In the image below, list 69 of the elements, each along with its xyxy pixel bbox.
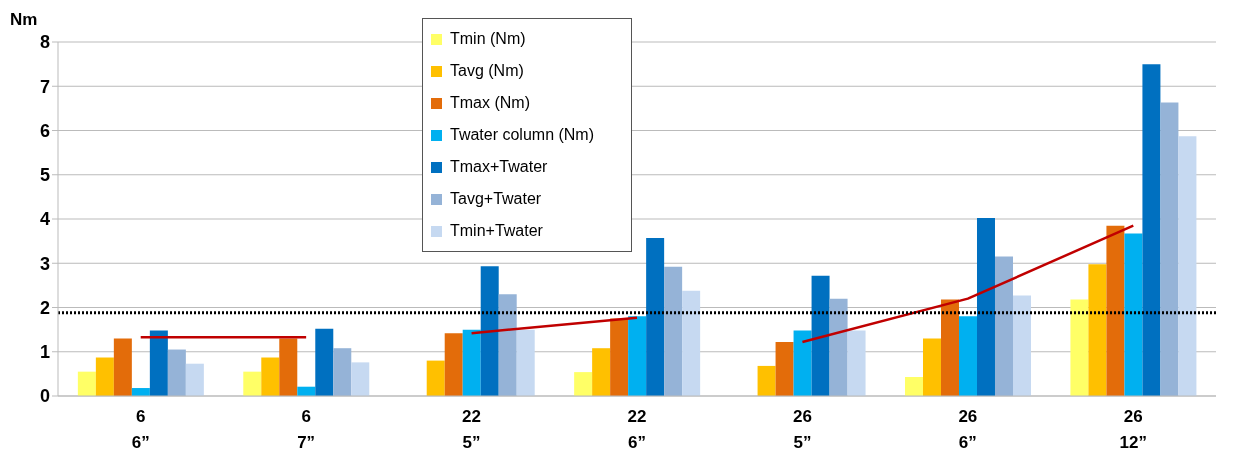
bar <box>976 218 995 396</box>
bar <box>1106 225 1125 396</box>
bar <box>793 330 812 396</box>
bar <box>958 316 977 396</box>
x-tick-label: 26 12” <box>1119 407 1147 452</box>
bar <box>279 338 298 396</box>
bar <box>167 349 186 396</box>
bar <box>1070 299 1089 396</box>
y-tick-label: 3 <box>39 253 50 274</box>
y-tick-label: 5 <box>39 165 50 186</box>
x-tick-label: 22 6” <box>627 407 647 452</box>
y-tick-label: 4 <box>39 209 50 230</box>
bar <box>77 371 96 396</box>
bar <box>243 371 262 396</box>
legend-label: Twater column (Nm) <box>450 126 595 144</box>
bar <box>351 362 370 396</box>
legend-label: Tmax+Twater <box>450 158 548 176</box>
bar <box>462 329 481 396</box>
bar <box>811 275 830 396</box>
x-tick-label: 26 6” <box>958 407 978 452</box>
y-tick-label: 2 <box>39 297 50 318</box>
bar <box>940 299 959 396</box>
bar <box>1142 64 1161 396</box>
bar <box>480 266 499 396</box>
bar <box>757 365 776 396</box>
y-tick-label: 8 <box>39 32 50 53</box>
bar <box>847 330 866 396</box>
bar <box>628 316 647 396</box>
bar <box>904 376 923 396</box>
bar <box>149 330 168 396</box>
legend-label: Tmin+Twater <box>450 222 543 240</box>
bar <box>994 256 1013 396</box>
bar <box>682 290 701 396</box>
bar <box>646 238 665 396</box>
y-tick-label: 1 <box>39 342 50 363</box>
y-tick-label: 7 <box>39 76 50 97</box>
bar <box>516 329 535 396</box>
bar <box>664 266 683 396</box>
bar <box>610 318 629 396</box>
bar <box>261 357 280 396</box>
y-tick-label: 6 <box>39 120 50 141</box>
x-tick-label: 22 5” <box>462 407 482 452</box>
bar <box>775 342 794 396</box>
bar <box>185 363 204 396</box>
bar <box>498 294 517 396</box>
legend-label: Tavg+Twater <box>450 190 542 208</box>
legend-label: Tavg (Nm) <box>450 62 524 80</box>
bar <box>95 357 114 396</box>
legend-label: Tmin (Nm) <box>450 30 526 48</box>
bar <box>922 338 941 396</box>
legend-label: Tmax (Nm) <box>450 94 530 112</box>
bar <box>574 372 593 396</box>
bar <box>333 348 352 396</box>
bar <box>444 333 463 396</box>
bar <box>1012 295 1031 396</box>
x-tick-label: 6 7” <box>297 407 316 452</box>
bar <box>1124 233 1143 396</box>
bar <box>829 298 848 396</box>
bar <box>1178 136 1197 396</box>
x-tick-label: 26 5” <box>792 407 812 452</box>
bar <box>426 360 445 396</box>
bar <box>113 338 132 396</box>
bar <box>1088 264 1107 396</box>
bar <box>1160 102 1179 396</box>
bar <box>315 328 334 396</box>
x-tick-label: 6 6” <box>131 407 150 452</box>
y-axis-title: Nm <box>10 10 38 30</box>
bar <box>592 348 611 396</box>
y-tick-label: 0 <box>39 386 50 407</box>
